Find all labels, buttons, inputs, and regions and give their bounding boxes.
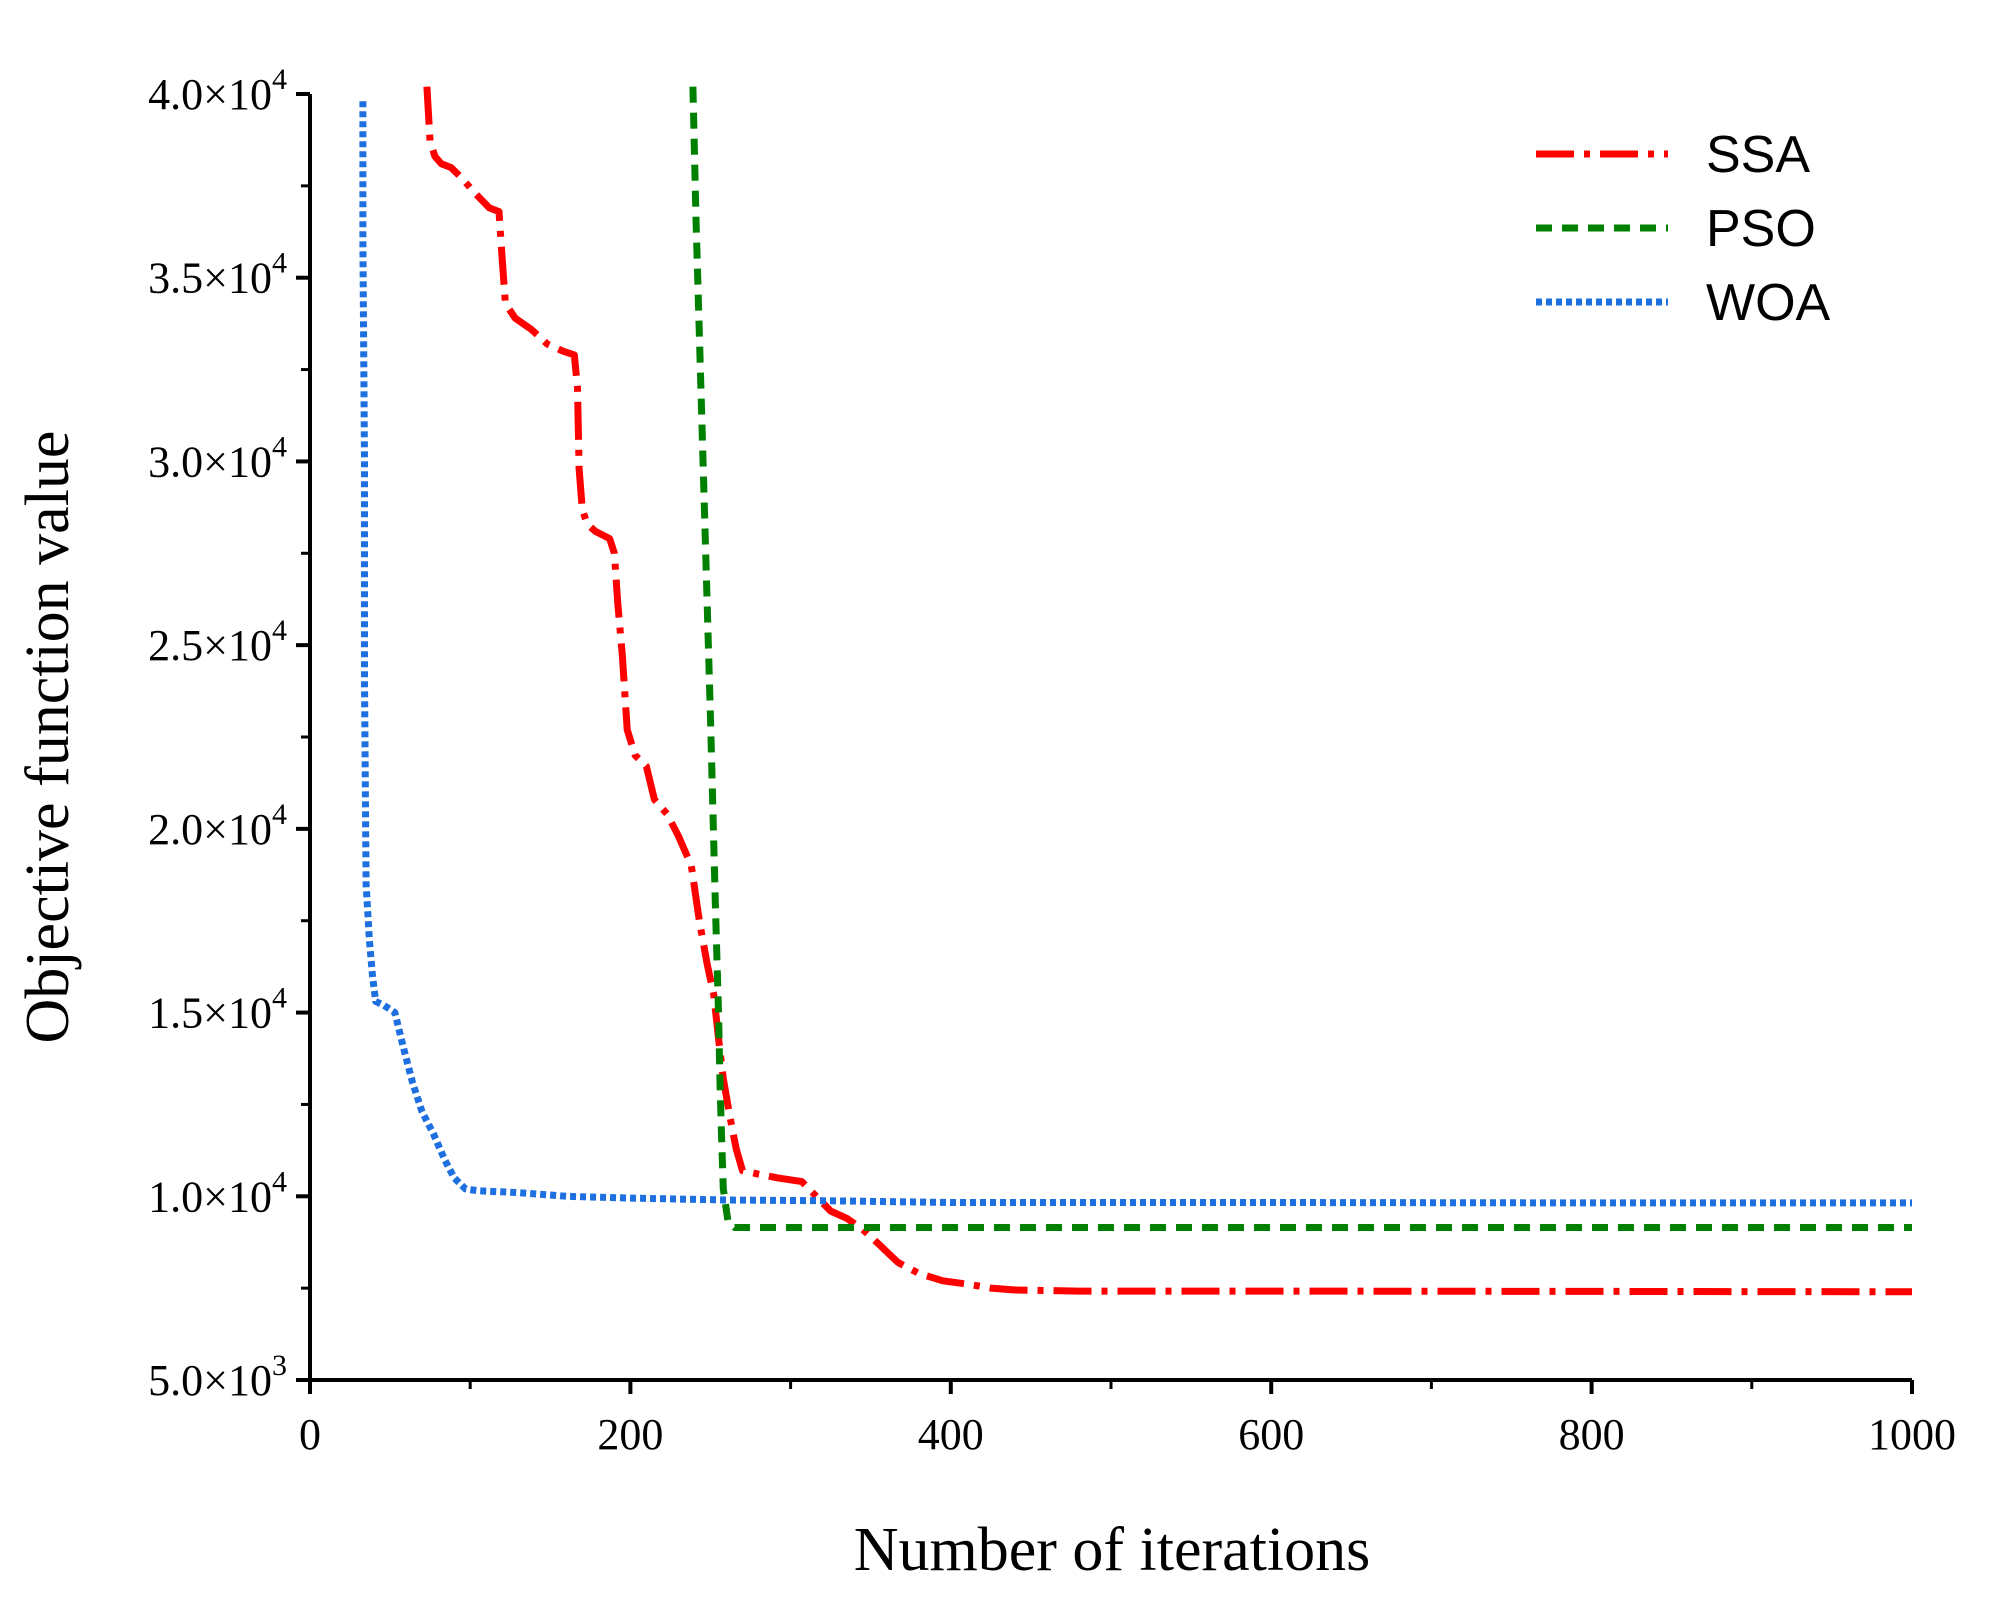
x-tick-label: 600	[1238, 1410, 1304, 1459]
series-line-ssa	[423, 86, 1913, 1296]
series-layer	[359, 86, 1913, 1296]
x-tick-label: 800	[1559, 1410, 1625, 1459]
y-tick-label: 2.5×104	[148, 614, 287, 670]
x-tick-label: 1000	[1868, 1410, 1956, 1459]
series-line-pso	[689, 86, 1912, 1231]
x-tick-label: 200	[597, 1410, 663, 1459]
y-tick-label: 1.0×104	[148, 1165, 287, 1221]
legend-label-pso: PSO	[1706, 200, 1816, 258]
x-tick-label: 0	[299, 1410, 321, 1459]
x-tick-label: 400	[918, 1410, 984, 1459]
y-tick-label: 5.0×103	[148, 1349, 287, 1405]
y-tick-label: 2.0×104	[148, 798, 287, 854]
y-tick-label: 4.0×104	[148, 63, 287, 119]
legend: SSA PSO WOA	[1536, 126, 1831, 332]
y-tick-label: 1.5×104	[148, 982, 287, 1038]
y-tick-label: 3.5×104	[148, 247, 287, 303]
x-axis-title: Number of iterations	[854, 1516, 1371, 1584]
legend-label-ssa: SSA	[1706, 126, 1810, 184]
axes-layer: 0 200 400 600 800 1000 5.0×103 1.0×104 1.5×104 2.…	[148, 63, 1956, 1459]
series-line-woa	[359, 101, 1912, 1207]
y-tick-label: 3.0×104	[148, 430, 287, 486]
legend-label-woa: WOA	[1706, 274, 1831, 332]
y-axis-title: Objective function value	[14, 431, 82, 1044]
